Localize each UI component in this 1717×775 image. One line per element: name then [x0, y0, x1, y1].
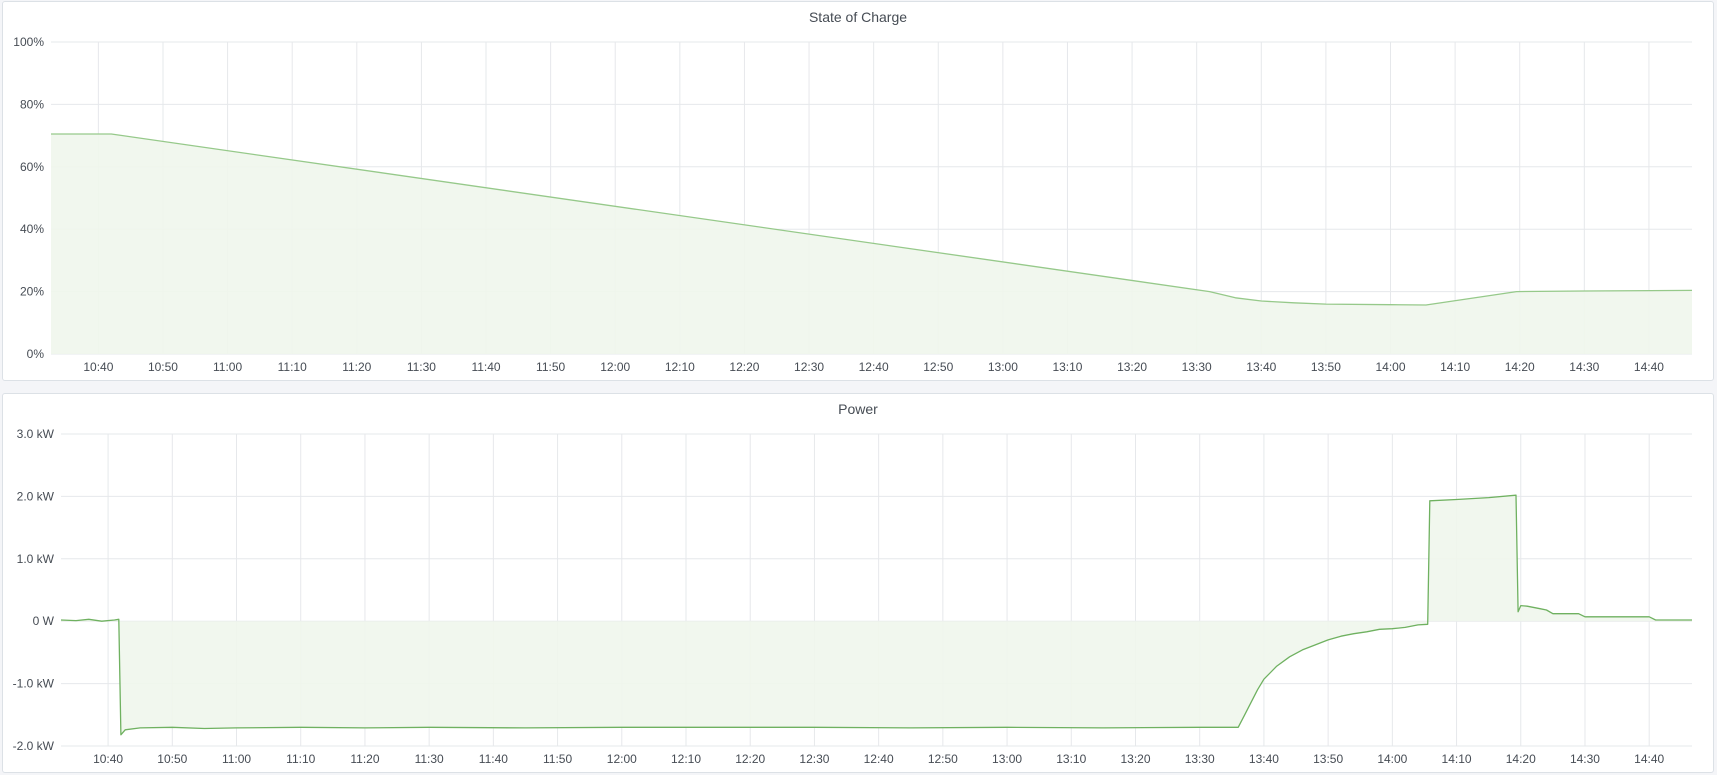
- x-tick-label: 13:40: [1246, 360, 1276, 374]
- x-tick-label: 14:00: [1377, 752, 1407, 766]
- x-tick-label: 10:40: [93, 752, 123, 766]
- x-tick-label: 12:10: [671, 752, 701, 766]
- x-tick-label: 10:50: [157, 752, 187, 766]
- y-tick-label: 100%: [13, 35, 44, 49]
- series-area-fill: [61, 495, 1692, 735]
- y-tick-label: 1.0 kW: [17, 552, 55, 566]
- x-tick-label: 13:40: [1249, 752, 1279, 766]
- x-tick-label: 14:30: [1570, 752, 1600, 766]
- y-tick-label: 0 W: [33, 614, 55, 628]
- x-tick-label: 13:20: [1117, 360, 1147, 374]
- x-tick-label: 13:20: [1120, 752, 1150, 766]
- series-area-fill: [51, 134, 1692, 354]
- x-tick-label: 14:20: [1506, 752, 1536, 766]
- x-tick-label: 14:10: [1442, 752, 1472, 766]
- y-tick-label: -2.0 kW: [13, 739, 55, 753]
- x-tick-label: 14:40: [1634, 752, 1664, 766]
- y-tick-label: 2.0 kW: [17, 489, 55, 503]
- x-tick-label: 14:40: [1634, 360, 1664, 374]
- x-tick-label: 14:30: [1569, 360, 1599, 374]
- state-of-charge-panel: State of Charge 0% 20% 40% 60% 80% 100% 10:40 1…: [2, 1, 1714, 381]
- x-tick-label: 12:20: [735, 752, 765, 766]
- y-tick-label: 3.0 kW: [17, 427, 55, 441]
- x-tick-label: 13:10: [1052, 360, 1082, 374]
- x-tick-label: 11:00: [222, 752, 251, 766]
- x-tick-label: 12:10: [665, 360, 695, 374]
- x-tick-label: 13:30: [1185, 752, 1215, 766]
- x-tick-label: 13:00: [988, 360, 1018, 374]
- x-tick-label: 11:00: [213, 360, 242, 374]
- x-tick-label: 11:40: [479, 752, 508, 766]
- x-tick-label: 10:50: [148, 360, 178, 374]
- x-tick-label: 14:00: [1375, 360, 1405, 374]
- x-tick-label: 11:50: [543, 752, 572, 766]
- x-tick-label: 11:40: [471, 360, 500, 374]
- y-tick-label: 0%: [27, 347, 45, 361]
- x-tick-label: 11:50: [536, 360, 565, 374]
- x-tick-label: 12:50: [923, 360, 953, 374]
- x-tick-label: 12:30: [799, 752, 829, 766]
- x-tick-label: 12:00: [600, 360, 630, 374]
- x-tick-label: 12:50: [928, 752, 958, 766]
- x-tick-label: 13:00: [992, 752, 1022, 766]
- y-tick-label: 80%: [20, 97, 44, 111]
- x-tick-label: 13:50: [1313, 752, 1343, 766]
- x-tick-label: 13:30: [1182, 360, 1212, 374]
- x-tick-label: 12:40: [864, 752, 894, 766]
- x-tick-label: 13:10: [1056, 752, 1086, 766]
- x-tick-label: 11:10: [278, 360, 307, 374]
- x-tick-label: 11:30: [415, 752, 444, 766]
- x-tick-label: 12:00: [607, 752, 637, 766]
- x-tick-label: 11:10: [286, 752, 315, 766]
- x-tick-label: 14:10: [1440, 360, 1470, 374]
- state-of-charge-chart[interactable]: 0% 20% 40% 60% 80% 100% 10:40 10:50 11:00 11:10 11…: [3, 2, 1715, 382]
- y-tick-label: 40%: [20, 222, 44, 236]
- x-tick-label: 10:40: [83, 360, 113, 374]
- y-tick-label: 60%: [20, 160, 44, 174]
- series-line: [60, 494, 1692, 736]
- x-tick-label: 12:30: [794, 360, 824, 374]
- panel-title[interactable]: State of Charge: [808, 9, 908, 25]
- x-tick-label: 12:20: [729, 360, 759, 374]
- y-tick-label: 20%: [20, 285, 44, 299]
- panel-title[interactable]: Power: [838, 401, 878, 417]
- y-tick-label: -1.0 kW: [13, 677, 55, 691]
- power-chart[interactable]: -2.0 kW -1.0 kW 0 W 1.0 kW 2.0 kW 3.0 kW 10:40…: [3, 394, 1715, 774]
- x-tick-label: 11:20: [350, 752, 379, 766]
- x-tick-label: 11:20: [342, 360, 371, 374]
- x-tick-label: 11:30: [407, 360, 436, 374]
- x-tick-label: 12:40: [859, 360, 889, 374]
- power-panel: Power -2.0 kW -1.0 kW 0 W 1.0 kW 2.0 kW 3.0 k…: [2, 393, 1714, 773]
- x-tick-label: 14:20: [1505, 360, 1535, 374]
- x-tick-label: 13:50: [1311, 360, 1341, 374]
- series-line: [51, 133, 1693, 306]
